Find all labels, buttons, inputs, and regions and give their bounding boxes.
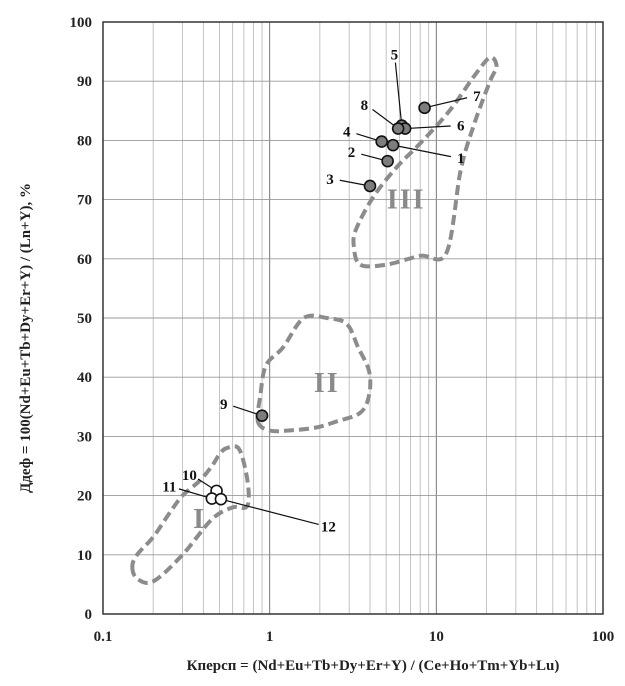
y-axis-title: Ддеф = 100(Nd+Eu+Tb+Dy+Er+Y) / (Ln+Y), % [18,183,34,493]
point-2 [381,154,394,168]
point-9 [255,409,269,422]
point-12 [214,492,228,506]
region-outline-II [255,313,373,434]
connector-6 [405,125,451,130]
point-3 [363,179,377,193]
point-4 [375,135,388,148]
connector-12 [220,498,319,525]
x-axis-title: Кперсп = (Nd+Eu+Tb+Dy+Er+Y) / (Ce+Ho+Tm+… [187,658,560,674]
y-tick-label: 50 [77,311,92,327]
y-tick-label: 70 [77,193,92,209]
region-label-I: I [193,504,206,535]
x-tick-labels: 0.1 1 10 100 [94,629,615,645]
region-label-II: II [314,368,340,399]
point-label-9: 9 [220,397,228,413]
y-tick-label: 40 [77,370,92,386]
plot-frame [102,21,604,615]
point-label-10: 10 [182,468,197,484]
y-tick-label: 10 [77,548,92,564]
connector-7 [424,97,468,109]
point-7 [418,101,431,115]
y-tick-labels: 0 10 20 30 40 50 60 70 80 90 100 [70,15,93,623]
point-label-4: 4 [343,125,351,141]
point-label-11: 11 [162,480,176,496]
y-tick-label: 60 [77,252,92,268]
region-outlines [130,55,499,585]
x-tick-label: 100 [592,629,615,645]
point-label-1: 1 [457,151,465,167]
point-label-2: 2 [348,145,356,161]
y-tick-label: 20 [77,489,92,505]
y-tick-label: 90 [77,74,92,90]
point-label-8: 8 [361,98,369,114]
region-label-III: III [387,184,426,215]
x-tick-label: 10 [429,629,444,645]
point-label-3: 3 [326,172,334,188]
y-tick-label: 0 [85,607,93,623]
grid-lines [102,21,603,615]
label-connectors [178,62,468,525]
x-tick-label: 1 [266,629,274,645]
connector-1 [392,144,451,158]
y-tick-label: 80 [77,133,92,149]
point-label-6: 6 [457,119,465,135]
point-label-5: 5 [391,48,399,64]
y-tick-label: 100 [70,15,93,31]
point-label-12: 12 [321,519,336,535]
region-outline-I [130,444,251,585]
region-outline-III [351,55,499,269]
y-tick-label: 30 [77,429,92,445]
connector-5 [394,62,403,126]
data-points [205,101,431,506]
point-label-7: 7 [473,89,481,105]
point-1 [386,138,400,152]
x-tick-label: 0.1 [94,629,113,645]
point-8 [391,122,405,135]
